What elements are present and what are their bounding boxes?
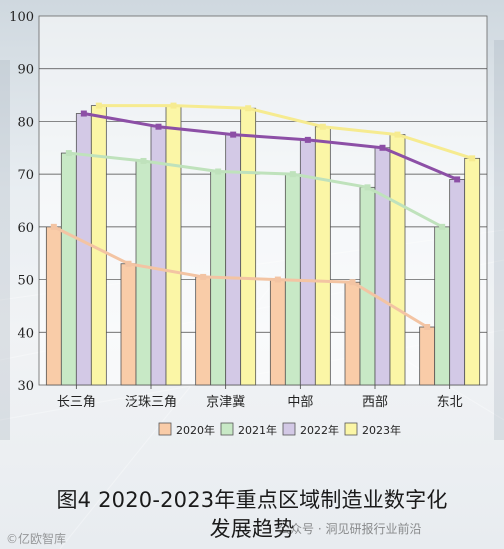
y-tick-label: 50 xyxy=(17,274,34,289)
bar xyxy=(449,179,466,386)
series-marker xyxy=(80,110,87,117)
bar xyxy=(359,186,376,386)
bar-chart: 30 40 50 60 70 80 90 100 长三角 泛珠三角 京津冀 中部 西部 东北 2020年… xyxy=(9,10,488,437)
bar xyxy=(344,281,361,386)
series-marker xyxy=(469,155,476,162)
bar xyxy=(464,157,481,386)
series-line xyxy=(52,225,429,329)
y-tick-label: 100 xyxy=(9,10,34,25)
series-marker xyxy=(170,102,177,109)
legend-swatch xyxy=(344,422,358,436)
y-tick-label: 60 xyxy=(17,221,34,236)
watermark-source: ©亿欧智库 xyxy=(6,532,67,546)
y-tick-label: 30 xyxy=(17,379,34,394)
y-tick-label: 70 xyxy=(17,168,34,183)
bar xyxy=(45,226,62,386)
x-tick-label: 京津冀 xyxy=(206,394,245,410)
legend-swatch xyxy=(282,422,296,436)
series-marker xyxy=(394,131,401,138)
series-marker xyxy=(50,223,57,230)
legend-swatch xyxy=(220,422,234,436)
bar xyxy=(150,126,167,386)
bar xyxy=(269,279,286,386)
series-marker xyxy=(304,136,311,143)
series-line xyxy=(82,112,459,181)
series-marker xyxy=(439,223,446,230)
series-marker xyxy=(215,168,222,175)
figure-caption-line-2: 发展趋势 xyxy=(209,517,295,541)
series-marker xyxy=(95,102,102,109)
legend-label: 2021年 xyxy=(238,423,277,437)
x-tick-label: 中部 xyxy=(287,395,313,410)
series-marker xyxy=(140,157,147,164)
y-tick-label: 80 xyxy=(17,115,34,130)
bar xyxy=(419,326,436,386)
bar xyxy=(120,263,137,386)
bar xyxy=(135,160,152,386)
series-marker xyxy=(245,105,252,112)
bar xyxy=(195,276,212,386)
bar xyxy=(240,107,257,386)
bar xyxy=(60,152,77,386)
legend-label: 2022年 xyxy=(300,423,339,437)
y-tick-label: 90 xyxy=(17,63,34,78)
series-marker xyxy=(65,150,72,157)
legend-label: 2020年 xyxy=(176,423,215,437)
series-marker xyxy=(424,324,431,331)
y-tick-label: 40 xyxy=(17,326,34,341)
series-marker xyxy=(289,171,296,178)
series-marker xyxy=(379,144,386,151)
x-tick-label: 长三角 xyxy=(57,395,96,410)
x-tick-label: 东北 xyxy=(437,395,463,410)
series-marker xyxy=(125,260,132,267)
series-marker xyxy=(155,123,162,130)
series-line xyxy=(67,151,444,229)
plot-area xyxy=(38,15,488,386)
bar xyxy=(314,126,331,386)
legend-label: 2023年 xyxy=(362,423,401,437)
series-marker xyxy=(349,279,356,286)
bar xyxy=(434,226,451,386)
x-axis-ticks: 长三角 泛珠三角 京津冀 中部 西部 东北 xyxy=(57,385,463,410)
bar xyxy=(165,105,182,386)
x-tick-label: 泛珠三角 xyxy=(125,395,177,410)
series-marker xyxy=(319,123,326,130)
bars xyxy=(45,105,481,386)
series-marker xyxy=(274,276,281,283)
watermark-account: 公众号 · 洞见研报行业前沿 xyxy=(278,522,422,536)
legend: 2020年 2021年 2022年 2023年 xyxy=(158,422,401,437)
series-marker xyxy=(364,184,371,191)
series-marker xyxy=(200,273,207,280)
figure-caption-line-1: 图4 2020-2023年重点区域制造业数字化 xyxy=(56,488,448,512)
y-axis-ticks: 30 40 50 60 70 80 90 100 xyxy=(9,10,34,394)
series-marker xyxy=(454,176,461,183)
series-line xyxy=(97,104,474,160)
series-marker xyxy=(230,131,237,138)
bar xyxy=(374,147,391,386)
bar xyxy=(389,134,406,386)
legend-swatch xyxy=(158,422,172,436)
x-tick-label: 西部 xyxy=(362,395,388,410)
trend-lines xyxy=(50,102,476,331)
